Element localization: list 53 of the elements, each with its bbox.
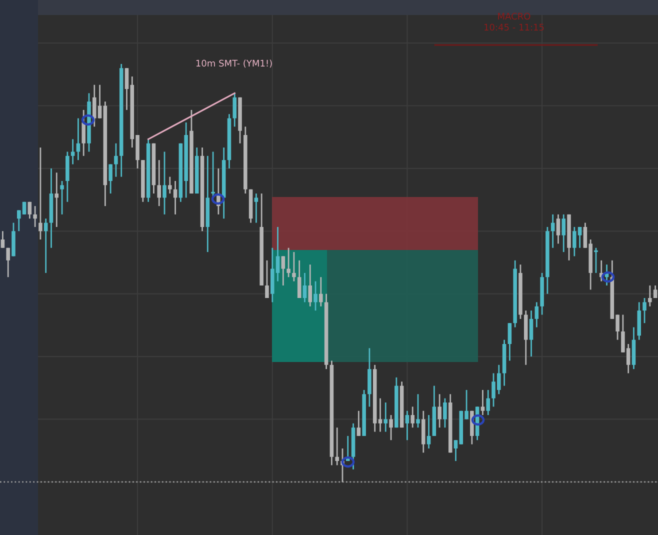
candlestick	[416, 393, 420, 428]
candlestick	[438, 393, 442, 428]
candlestick	[480, 389, 485, 416]
candlestick	[124, 67, 129, 111]
candlestick	[443, 398, 447, 428]
candlestick	[82, 109, 86, 157]
text: MACRO	[498, 12, 530, 20]
candlestick	[211, 151, 215, 198]
text: 10:45 - 11:15	[484, 24, 544, 31]
candlestick	[653, 284, 658, 299]
candlestick	[426, 414, 431, 450]
candlestick	[114, 142, 118, 178]
candlestick	[28, 201, 32, 220]
candlestick	[33, 205, 37, 228]
candlestick	[389, 414, 393, 441]
candlestick	[54, 172, 59, 228]
candlestick	[594, 247, 598, 274]
candlestick	[405, 410, 410, 441]
candlestick	[157, 159, 161, 207]
candlestick	[384, 402, 388, 432]
candlestick	[314, 280, 318, 312]
candlestick	[562, 214, 566, 253]
candlestick	[319, 276, 323, 308]
candlestick	[534, 301, 539, 328]
candlestick	[297, 260, 302, 299]
candlestick	[642, 297, 646, 324]
candlestick	[486, 389, 490, 416]
candlestick	[70, 138, 75, 165]
candlestick	[254, 192, 258, 224]
candlestick	[508, 322, 512, 362]
candlestick	[6, 247, 10, 278]
annotation: 10m SMT- (YM1!)	[196, 60, 272, 68]
candlestick	[281, 256, 286, 286]
candlestick	[454, 439, 458, 462]
candlestick	[529, 310, 534, 358]
candlestick	[410, 406, 414, 428]
candlestick	[302, 272, 307, 303]
candlestick	[232, 92, 236, 128]
candlestick	[0, 230, 5, 249]
candlestick	[356, 410, 361, 437]
candlestick	[335, 426, 339, 466]
candlestick	[168, 176, 172, 194]
candlestick	[38, 146, 42, 240]
candlestick	[648, 284, 652, 308]
candlestick	[265, 260, 269, 299]
candlestick	[60, 180, 64, 216]
candlestick	[286, 247, 290, 278]
candlestick	[308, 264, 312, 308]
candlestick	[162, 151, 166, 216]
candlestick	[378, 398, 382, 432]
candlestick	[292, 251, 296, 282]
candlestick	[108, 164, 112, 194]
candlestick	[556, 214, 560, 244]
